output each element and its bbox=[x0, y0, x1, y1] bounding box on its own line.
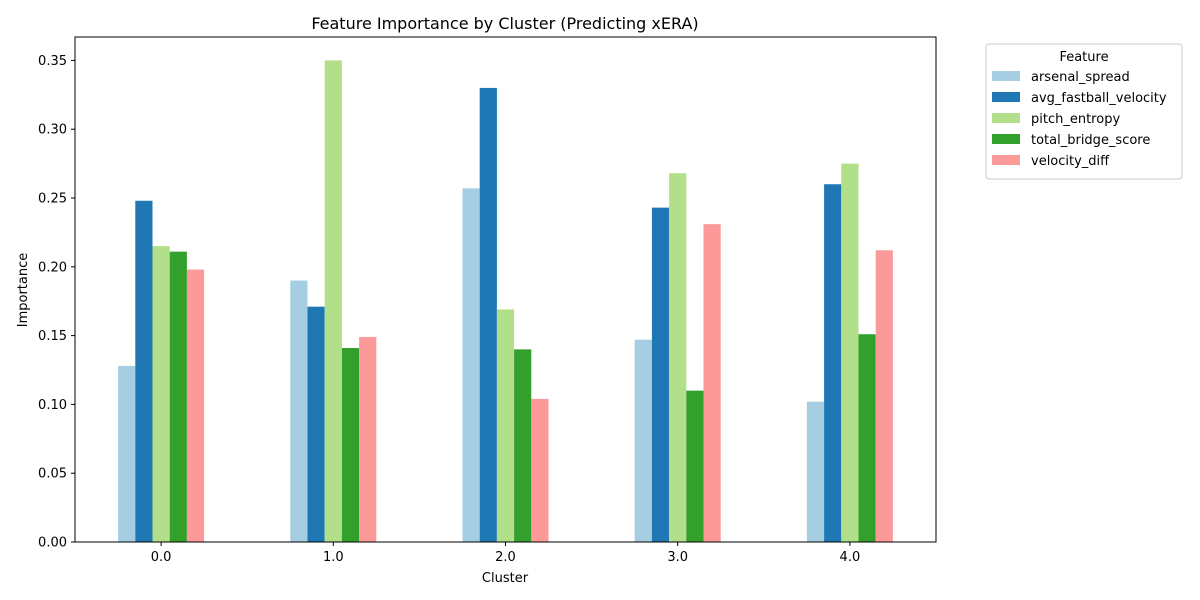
bar-velocity_diff-cluster-4 bbox=[875, 250, 893, 542]
chart-title: Feature Importance by Cluster (Predictin… bbox=[311, 14, 698, 33]
x-axis-label: Cluster bbox=[482, 571, 529, 586]
legend-swatch-pitch_entropy bbox=[992, 113, 1020, 123]
x-tick-label-4: 4.0 bbox=[840, 550, 861, 565]
legend-swatch-arsenal_spread bbox=[992, 71, 1020, 81]
bar-arsenal_spread-cluster-1 bbox=[290, 280, 308, 542]
y-tick-label-3: 0.15 bbox=[38, 329, 67, 344]
legend-box bbox=[985, 43, 1183, 180]
y-tick-label-4: 0.20 bbox=[38, 260, 67, 275]
legend: Feature arsenal_spread avg_fastball_veloci… bbox=[985, 43, 1183, 180]
legend-label-avg_fastball_velocity: avg_fastball_velocity bbox=[1031, 91, 1167, 106]
bar-velocity_diff-cluster-0 bbox=[186, 269, 205, 542]
bar-total_bridge_score-cluster-2 bbox=[514, 349, 532, 542]
bar-arsenal_spread-cluster-4 bbox=[806, 401, 825, 542]
bar-avg_fastball_velocity-cluster-3 bbox=[651, 207, 670, 542]
x-tick-label-2: 2.0 bbox=[495, 550, 516, 565]
bar-velocity_diff-cluster-1 bbox=[359, 336, 377, 542]
bar-pitch_entropy-cluster-4 bbox=[841, 163, 859, 542]
legend-label-total_bridge_score: total_bridge_score bbox=[1031, 133, 1150, 148]
bar-arsenal_spread-cluster-2 bbox=[462, 188, 480, 543]
bar-pitch_entropy-cluster-2 bbox=[496, 309, 515, 542]
bar-avg_fastball_velocity-cluster-0 bbox=[135, 200, 153, 542]
y-tick-label-6: 0.30 bbox=[38, 123, 67, 138]
plot-area: 0.00 0.05 0.10 0.15 0.20 0.25 0.30 0.35 0.0 1.0 2.… bbox=[38, 36, 937, 565]
legend-swatch-velocity_diff bbox=[992, 155, 1020, 165]
bar-pitch_entropy-cluster-3 bbox=[669, 173, 687, 543]
bar-total_bridge_score-cluster-0 bbox=[169, 251, 187, 542]
bar-velocity_diff-cluster-2 bbox=[531, 398, 549, 542]
bar-avg_fastball_velocity-cluster-1 bbox=[307, 306, 325, 542]
bar-velocity_diff-cluster-3 bbox=[703, 224, 721, 542]
x-tick-label-1: 1.0 bbox=[323, 550, 344, 565]
legend-swatch-avg_fastball_velocity bbox=[992, 92, 1020, 102]
bar-total_bridge_score-cluster-3 bbox=[686, 390, 704, 542]
y-tick-label-5: 0.25 bbox=[38, 191, 67, 206]
y-tick-label-1: 0.05 bbox=[38, 467, 67, 482]
bar-total_bridge_score-cluster-4 bbox=[858, 334, 876, 542]
x-tick-label-0: 0.0 bbox=[151, 550, 172, 565]
x-tick-label-3: 3.0 bbox=[667, 550, 688, 565]
bar-arsenal_spread-cluster-3 bbox=[634, 339, 652, 542]
bar-pitch_entropy-cluster-1 bbox=[324, 60, 342, 542]
bar-avg_fastball_velocity-cluster-2 bbox=[479, 87, 497, 542]
y-tick-label-2: 0.10 bbox=[38, 398, 67, 413]
bar-avg_fastball_velocity-cluster-4 bbox=[824, 184, 842, 543]
bar-pitch_entropy-cluster-0 bbox=[152, 246, 170, 542]
legend-label-pitch_entropy: pitch_entropy bbox=[1031, 112, 1120, 127]
y-tick-label-0: 0.00 bbox=[38, 536, 67, 551]
y-tick-label-7: 0.35 bbox=[38, 54, 67, 69]
legend-label-velocity_diff: velocity_diff bbox=[1031, 154, 1110, 169]
legend-label-arsenal_spread: arsenal_spread bbox=[1031, 70, 1130, 85]
legend-swatch-total_bridge_score bbox=[992, 134, 1020, 144]
bar-total_bridge_score-cluster-1 bbox=[341, 347, 360, 542]
y-axis-label: Importance bbox=[16, 253, 31, 328]
legend-title: Feature bbox=[1059, 50, 1108, 65]
bar-arsenal_spread-cluster-0 bbox=[118, 365, 136, 542]
